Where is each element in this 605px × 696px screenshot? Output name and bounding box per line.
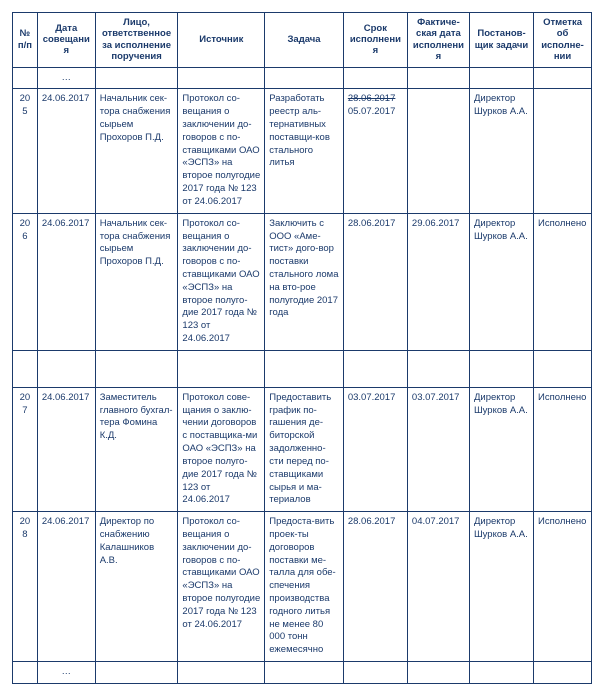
cell-task: Предоставить график по-гашения де-биторс… bbox=[265, 387, 344, 511]
table-row: 205 24.06.2017 Начальник сек-тора снабже… bbox=[13, 89, 592, 213]
ellipsis-row-top: … bbox=[13, 67, 592, 89]
header-row: № п/п Дата совещания Лицо, ответственное… bbox=[13, 13, 592, 68]
table-row: 208 24.06.2017 Директор по снабжению Кал… bbox=[13, 512, 592, 662]
cell-date: 24.06.2017 bbox=[37, 89, 95, 213]
cell-source: Протокол сове-щания о заклю-чении догово… bbox=[178, 387, 265, 511]
cell-actual: 03.07.2017 bbox=[407, 387, 469, 511]
cell-due: 03.07.2017 bbox=[343, 387, 407, 511]
col-status: Отметка об исполне-нии bbox=[534, 13, 592, 68]
col-num: № п/п bbox=[13, 13, 38, 68]
cell-source: Протокол со-вещания о заключении до-гово… bbox=[178, 512, 265, 662]
cell-date: 24.06.2017 bbox=[37, 387, 95, 511]
cell-date: 24.06.2017 bbox=[37, 512, 95, 662]
due-new: 05.07.2017 bbox=[348, 106, 396, 117]
cell-setby: Директор Шурков А.А. bbox=[469, 213, 533, 350]
cell-due: 28.06.2017 bbox=[343, 213, 407, 350]
cell-num: 207 bbox=[13, 387, 38, 511]
col-due: Срок исполнения bbox=[343, 13, 407, 68]
cell-ellipsis: … bbox=[37, 67, 95, 89]
cell-responsible: Начальник сек-тора снабжения сырьем Прох… bbox=[95, 89, 178, 213]
table-row: 207 24.06.2017 Заместитель главного бухг… bbox=[13, 387, 592, 511]
cell-date: 24.06.2017 bbox=[37, 213, 95, 350]
col-source: Источник bbox=[178, 13, 265, 68]
cell-setby: Директор Шурков А.А. bbox=[469, 387, 533, 511]
ellipsis-row-bottom: … bbox=[13, 662, 592, 684]
cell-status: Исполнено bbox=[534, 512, 592, 662]
cell-source: Протокол со-вещания о заключении до-гово… bbox=[178, 89, 265, 213]
cell-setby: Директор Шурков А.А. bbox=[469, 512, 533, 662]
cell-status: Исполнено bbox=[534, 387, 592, 511]
col-setby: Постанов-щик задачи bbox=[469, 13, 533, 68]
cell-setby: Директор Шурков А.А. bbox=[469, 89, 533, 213]
cell-task: Предоста-вить проек-ты договоров поставк… bbox=[265, 512, 344, 662]
cell-task: Разработать реестр аль-тернативных поста… bbox=[265, 89, 344, 213]
cell-due: 28.06.2017 05.07.2017 bbox=[343, 89, 407, 213]
cell-actual: 29.06.2017 bbox=[407, 213, 469, 350]
cell-num: 208 bbox=[13, 512, 38, 662]
col-task: Задача bbox=[265, 13, 344, 68]
cell-empty bbox=[13, 67, 38, 89]
cell-status bbox=[534, 89, 592, 213]
cell-responsible: Директор по снабжению Калашников А.В. bbox=[95, 512, 178, 662]
cell-responsible: Начальник сек-тора снабжения сырьем Прох… bbox=[95, 213, 178, 350]
cell-source: Протокол со-вещания о заключении до-гово… bbox=[178, 213, 265, 350]
tasks-table: № п/п Дата совещания Лицо, ответственное… bbox=[12, 12, 592, 684]
table-row: 206 24.06.2017 Начальник сек-тора снабже… bbox=[13, 213, 592, 350]
cell-status: Исполнено bbox=[534, 213, 592, 350]
col-date: Дата совещания bbox=[37, 13, 95, 68]
cell-empty bbox=[13, 662, 38, 684]
cell-task: Заключить с ООО «Аме-тист» дого-вор пост… bbox=[265, 213, 344, 350]
cell-responsible: Заместитель главного бухгал-тера Фомина … bbox=[95, 387, 178, 511]
cell-num: 205 bbox=[13, 89, 38, 213]
cell-actual bbox=[407, 89, 469, 213]
cell-actual: 04.07.2017 bbox=[407, 512, 469, 662]
cell-due: 28.06.2017 bbox=[343, 512, 407, 662]
spacer-row bbox=[13, 350, 592, 387]
cell-ellipsis: … bbox=[37, 662, 95, 684]
cell-num: 206 bbox=[13, 213, 38, 350]
col-actual: Фактиче-ская дата исполнения bbox=[407, 13, 469, 68]
col-responsible: Лицо, ответственное за исполнение поруче… bbox=[95, 13, 178, 68]
due-old: 28.06.2017 bbox=[348, 93, 396, 104]
